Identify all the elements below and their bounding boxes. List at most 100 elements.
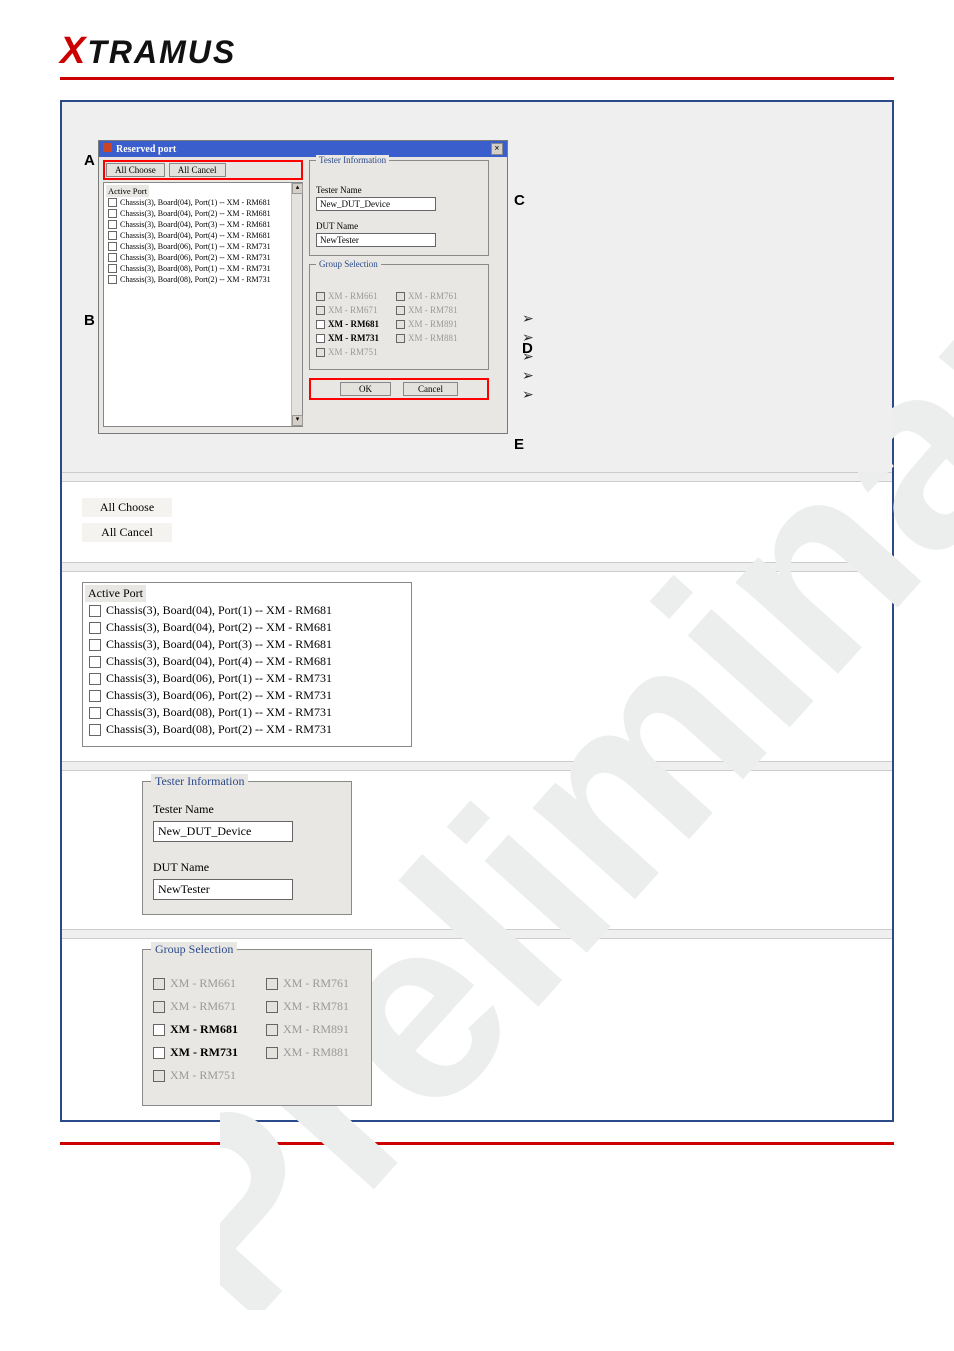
checkbox-icon[interactable]	[89, 639, 101, 651]
logo: XTRAMUS	[60, 34, 236, 70]
port-line[interactable]: Chassis(3), Board(04), Port(2) -- XM - R…	[85, 619, 409, 636]
group-item: XM - RM761	[396, 291, 466, 301]
port-label: Chassis(3), Board(04), Port(2) -- XM - R…	[106, 619, 332, 636]
group-item[interactable]: XM - RM681	[153, 1022, 248, 1037]
port-line[interactable]: Chassis(3), Board(04), Port(4) -- XM - R…	[106, 230, 300, 241]
port-label: Chassis(3), Board(06), Port(1) -- XM - R…	[120, 241, 271, 252]
marker-a: A	[84, 152, 95, 169]
port-line[interactable]: Chassis(3), Board(04), Port(1) -- XM - R…	[85, 602, 409, 619]
checkbox-icon[interactable]	[89, 656, 101, 668]
port-line[interactable]: Chassis(3), Board(06), Port(1) -- XM - R…	[85, 670, 409, 687]
port-line[interactable]: Chassis(3), Board(08), Port(2) -- XM - R…	[106, 274, 300, 285]
checkbox-icon[interactable]	[153, 1024, 165, 1036]
active-port-list: Active Port Chassis(3), Board(04), Port(…	[82, 582, 412, 747]
group-item: XM - RM781	[396, 305, 466, 315]
active-port-list: Active Port ▴ ▾ Chassis(3), Board(04), P…	[103, 182, 303, 427]
checkbox-icon[interactable]	[89, 690, 101, 702]
scroll-down-icon[interactable]: ▾	[292, 415, 303, 426]
port-line[interactable]: Chassis(3), Board(08), Port(2) -- XM - R…	[85, 721, 409, 738]
port-line[interactable]: Chassis(3), Board(06), Port(2) -- XM - R…	[85, 687, 409, 704]
checkbox-icon[interactable]	[108, 209, 117, 218]
group-selection-legend: Group Selection	[151, 942, 237, 957]
scrollbar[interactable]: ▴ ▾	[291, 183, 302, 426]
dut-name-label: DUT Name	[153, 860, 341, 875]
port-label: Chassis(3), Board(08), Port(2) -- XM - R…	[106, 721, 332, 738]
group-item[interactable]: XM - RM731	[153, 1045, 248, 1060]
all-choose-button[interactable]: All Choose	[82, 498, 172, 517]
zoom-group-selection: Group Selection XM - RM661 XM - RM761 XM …	[62, 939, 892, 1120]
group-item: XM - RM671	[316, 305, 386, 315]
checkbox-icon[interactable]	[89, 724, 101, 736]
port-label: Chassis(3), Board(04), Port(1) -- XM - R…	[120, 197, 271, 208]
logo-rest: TRAMUS	[87, 34, 236, 70]
checkbox-icon	[316, 306, 325, 315]
checkbox-icon[interactable]	[108, 253, 117, 262]
checkbox-icon	[153, 978, 165, 990]
doc-frame: A B C D E Reserved port × All Choose All…	[60, 100, 894, 1122]
group-item: XM - RM661	[316, 291, 386, 301]
port-line[interactable]: Chassis(3), Board(04), Port(3) -- XM - R…	[85, 636, 409, 653]
zoom-buttons: All Choose All Cancel	[62, 482, 892, 562]
checkbox-icon[interactable]	[108, 242, 117, 251]
port-label: Chassis(3), Board(06), Port(2) -- XM - R…	[120, 252, 271, 263]
port-line[interactable]: Chassis(3), Board(04), Port(2) -- XM - R…	[106, 208, 300, 219]
port-label: Chassis(3), Board(08), Port(1) -- XM - R…	[106, 704, 332, 721]
port-line[interactable]: Chassis(3), Board(08), Port(1) -- XM - R…	[106, 263, 300, 274]
port-line[interactable]: Chassis(3), Board(06), Port(2) -- XM - R…	[106, 252, 300, 263]
port-label: Chassis(3), Board(04), Port(4) -- XM - R…	[106, 653, 332, 670]
zoom-active-port: Active Port Chassis(3), Board(04), Port(…	[62, 572, 892, 761]
checkbox-icon	[153, 1070, 165, 1082]
cancel-button[interactable]: Cancel	[403, 382, 458, 396]
checkbox-icon	[153, 1001, 165, 1013]
zoom-tester-info: Tester Information Tester Name DUT Name	[62, 771, 892, 929]
checkbox-icon[interactable]	[89, 673, 101, 685]
tester-info-legend: Tester Information	[151, 774, 248, 789]
footer-rule	[60, 1142, 894, 1145]
active-port-label: Active Port	[85, 585, 146, 602]
checkbox-icon[interactable]	[108, 220, 117, 229]
checkbox-icon	[316, 292, 325, 301]
checkbox-icon[interactable]	[316, 320, 325, 329]
port-line[interactable]: Chassis(3), Board(04), Port(3) -- XM - R…	[106, 219, 300, 230]
marker-e: E	[514, 436, 524, 453]
tester-info-legend: Tester Information	[316, 155, 389, 165]
dialog-titlebar: Reserved port ×	[99, 141, 507, 157]
checkbox-icon[interactable]	[89, 605, 101, 617]
port-label: Chassis(3), Board(06), Port(2) -- XM - R…	[106, 687, 332, 704]
all-cancel-button[interactable]: All Cancel	[169, 163, 226, 177]
dut-name-input[interactable]	[316, 233, 436, 247]
tester-name-input[interactable]	[153, 821, 293, 842]
checkbox-icon[interactable]	[153, 1047, 165, 1059]
dut-name-input[interactable]	[153, 879, 293, 900]
group-item: XM - RM891	[266, 1022, 361, 1037]
checkbox-icon[interactable]	[108, 231, 117, 240]
group-item[interactable]: XM - RM731	[316, 333, 386, 343]
group-item: XM - RM661	[153, 976, 248, 991]
checkbox-icon[interactable]	[316, 334, 325, 343]
dialog-overview: A B C D E Reserved port × All Choose All…	[62, 102, 892, 472]
checkbox-icon[interactable]	[108, 198, 117, 207]
checkbox-icon[interactable]	[89, 707, 101, 719]
close-icon[interactable]: ×	[491, 143, 503, 155]
port-label: Chassis(3), Board(04), Port(3) -- XM - R…	[106, 636, 332, 653]
all-choose-button[interactable]: All Choose	[106, 163, 165, 177]
logo-x: X	[60, 30, 87, 72]
port-line[interactable]: Chassis(3), Board(06), Port(1) -- XM - R…	[106, 241, 300, 252]
checkbox-icon[interactable]	[89, 622, 101, 634]
group-selection-legend: Group Selection	[316, 259, 381, 269]
checkbox-icon	[396, 334, 405, 343]
port-line[interactable]: Chassis(3), Board(08), Port(1) -- XM - R…	[85, 704, 409, 721]
group-item: XM - RM761	[266, 976, 361, 991]
scroll-up-icon[interactable]: ▴	[292, 183, 303, 194]
port-label: Chassis(3), Board(06), Port(1) -- XM - R…	[106, 670, 332, 687]
group-item: XM - RM891	[396, 319, 466, 329]
all-cancel-button[interactable]: All Cancel	[82, 523, 172, 542]
group-item[interactable]: XM - RM681	[316, 319, 386, 329]
checkbox-icon[interactable]	[108, 264, 117, 273]
group-selection: Group Selection XM - RM661XM - RM761 XM …	[142, 949, 372, 1106]
port-line[interactable]: Chassis(3), Board(04), Port(4) -- XM - R…	[85, 653, 409, 670]
tester-name-input[interactable]	[316, 197, 436, 211]
ok-button[interactable]: OK	[340, 382, 391, 396]
checkbox-icon[interactable]	[108, 275, 117, 284]
port-line[interactable]: Chassis(3), Board(04), Port(1) -- XM - R…	[106, 197, 300, 208]
